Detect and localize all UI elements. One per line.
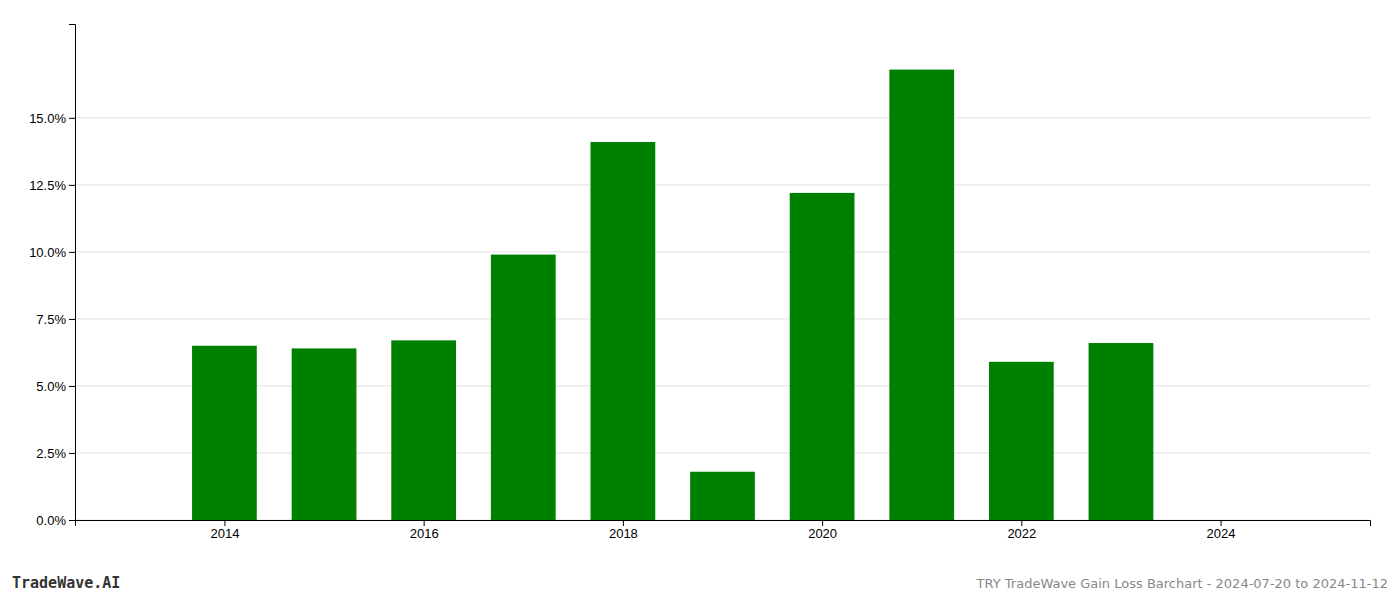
x-tick-label: 2014 — [210, 526, 239, 541]
bar — [989, 362, 1054, 520]
y-tick-mark — [69, 319, 75, 320]
y-tick-mark — [69, 453, 75, 454]
x-tick-label: 2018 — [609, 526, 638, 541]
x-tick-label: 2016 — [410, 526, 439, 541]
bar — [889, 70, 954, 520]
y-tick: 5.0% — [36, 379, 75, 394]
y-tick-label: 10.0% — [29, 245, 66, 260]
y-tick-label: 12.5% — [29, 178, 66, 193]
bar — [491, 255, 556, 520]
y-tick: 2.5% — [36, 446, 75, 461]
x-tick: 2018 — [609, 520, 638, 541]
x-tick-mark — [822, 520, 823, 526]
grid-line — [75, 251, 1370, 252]
grid-line — [75, 318, 1370, 319]
bars — [192, 70, 1153, 520]
y-tick-mark — [69, 185, 75, 186]
y-tick: 10.0% — [29, 245, 75, 260]
plot: 2014 2016 2018 2020 2022 2024 0.0% 2.5% 5.0% 7.5%… — [29, 25, 1370, 542]
x-tick-mark — [623, 520, 624, 526]
x-axis: 2014 2016 2018 2020 2022 2024 — [76, 520, 1371, 541]
x-tick: 2020 — [808, 520, 837, 541]
grid — [75, 118, 1370, 520]
bar — [690, 472, 755, 520]
x-tick-mark — [424, 520, 425, 526]
grid-line — [75, 452, 1370, 453]
grid-line — [75, 184, 1370, 185]
x-tick: 2022 — [1007, 520, 1036, 541]
title: TRY TradeWave Gain Loss Barchart - 2024-… — [976, 576, 1388, 591]
y-tick-mark — [69, 118, 75, 119]
y-tick: 0.0% — [36, 513, 75, 528]
x-tick-mark — [1221, 520, 1222, 526]
y-axis: 0.0% 2.5% 5.0% 7.5% 10.0% 12.5% 15.0% — [29, 25, 75, 528]
chart: 2014 2016 2018 2020 2022 2024 0.0% 2.5% 5.0% 7.5%… — [0, 0, 1400, 600]
bar — [591, 142, 656, 520]
watermark: TradeWave.AI — [12, 574, 120, 592]
bar — [292, 348, 357, 520]
y-tick: 15.0% — [29, 110, 75, 125]
x-tick-label: 2022 — [1007, 526, 1036, 541]
x-tick-label: 2024 — [1207, 526, 1236, 541]
bar — [1089, 343, 1154, 520]
y-tick-label: 15.0% — [29, 110, 66, 125]
grid-line — [75, 117, 1370, 118]
y-tick: 7.5% — [36, 312, 75, 327]
axis-line — [76, 521, 1371, 527]
grid-line — [75, 385, 1370, 386]
bar — [790, 193, 855, 520]
y-tick: 12.5% — [29, 178, 75, 193]
bar — [192, 346, 257, 520]
axis-line — [69, 25, 76, 521]
y-tick-label: 0.0% — [36, 513, 66, 528]
x-tick-label: 2020 — [808, 526, 837, 541]
y-tick-label: 2.5% — [36, 446, 66, 461]
y-tick-label: 5.0% — [36, 379, 66, 394]
y-tick-label: 7.5% — [36, 312, 66, 327]
x-tick: 2024 — [1207, 520, 1236, 541]
bar — [391, 340, 456, 520]
x-tick-mark — [1021, 520, 1022, 526]
x-tick: 2014 — [210, 520, 239, 541]
y-tick-mark — [69, 252, 75, 253]
x-tick-mark — [224, 520, 225, 526]
x-tick: 2016 — [410, 520, 439, 541]
y-tick-mark — [69, 520, 75, 521]
y-tick-mark — [69, 386, 75, 387]
